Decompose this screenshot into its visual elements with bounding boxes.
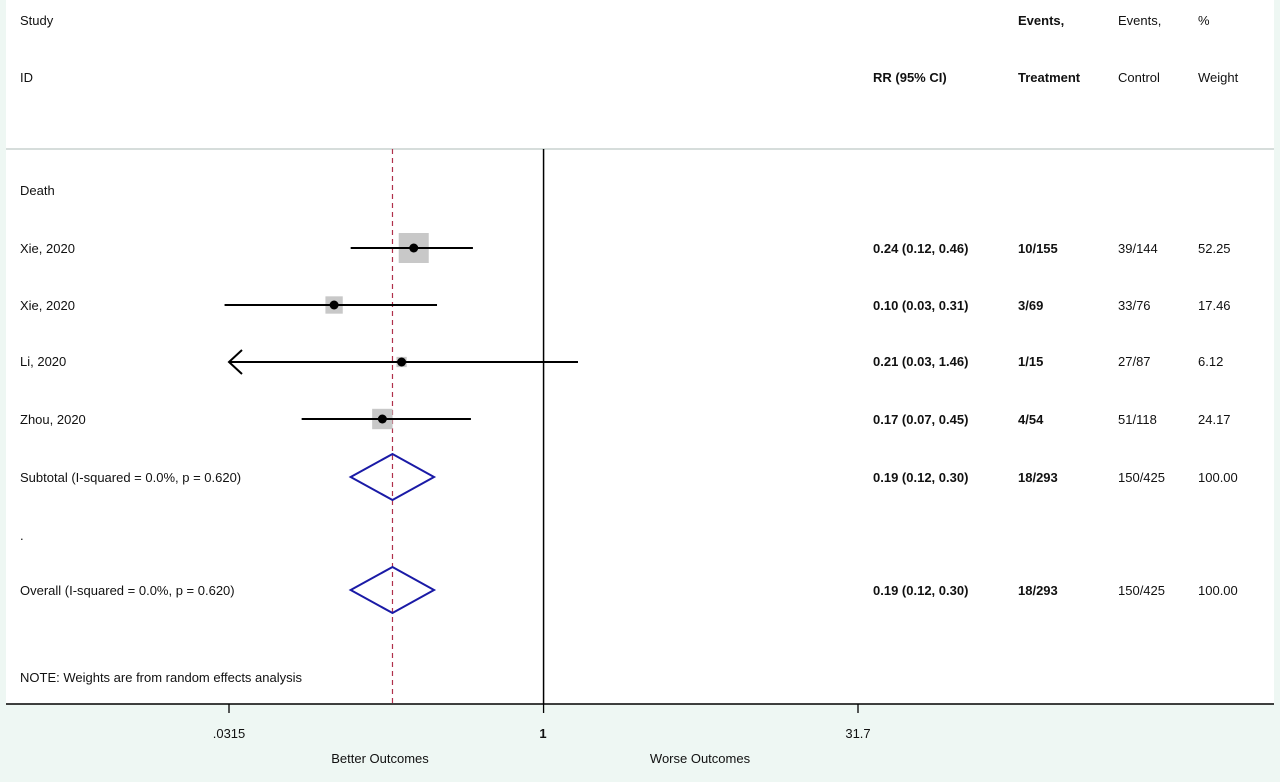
header-events-control-1: Events,: [1118, 13, 1162, 28]
header-events-treatment-2: Treatment: [1018, 70, 1081, 85]
study-label: Li, 2020: [20, 354, 67, 369]
study-events-control: 51/118: [1118, 412, 1157, 427]
point-estimate: [397, 357, 407, 367]
study-label: Xie, 2020: [20, 298, 75, 313]
study-weight: 17.46: [1198, 298, 1231, 313]
study-ci: 0.17 (0.07, 0.45): [873, 412, 969, 427]
note: NOTE: Weights are from random effects an…: [20, 670, 303, 685]
study-ci: 0.21 (0.03, 1.46): [873, 354, 969, 369]
study-events-treatment: 10/155: [1018, 241, 1058, 256]
point-estimate: [329, 300, 339, 310]
plot-area: [6, 0, 1274, 704]
header-weight-2: Weight: [1198, 70, 1239, 85]
overall-events-control: 150/425: [1118, 583, 1165, 598]
header-rr: RR (95% CI): [873, 70, 947, 85]
study-events-control: 27/87: [1118, 354, 1151, 369]
tick-label: .0315: [212, 726, 246, 741]
subgroup-label: Death: [20, 183, 55, 198]
subtotal-diamond: [348, 452, 437, 502]
overall-ci: 0.19 (0.12, 0.30): [873, 583, 969, 598]
study-ci: 0.24 (0.12, 0.46): [873, 241, 969, 256]
subtotal-events-control: 150/425: [1118, 470, 1165, 485]
overall-label: Overall (I-squared = 0.0%, p = 0.620): [20, 583, 235, 598]
study-weight: 6.12: [1198, 354, 1224, 369]
ci-arrow-left: [227, 349, 243, 375]
overall-weight: 100.00: [1198, 583, 1238, 598]
header-events-treatment-1: Events,: [1018, 13, 1065, 28]
overall-events-treatment: 18/293: [1018, 583, 1058, 598]
header-id: ID: [20, 70, 33, 85]
study-ci: 0.10 (0.03, 0.31): [873, 298, 969, 313]
study-label: Xie, 2020: [20, 241, 75, 256]
subtotal-weight: 100.00: [1198, 470, 1238, 485]
study-weight: 24.17: [1198, 412, 1231, 427]
study-events-control: 39/144: [1118, 241, 1158, 256]
header-study: Study: [20, 13, 54, 28]
study-events-treatment: 3/69: [1018, 298, 1044, 313]
separator-dot: .: [20, 528, 24, 543]
study-weight: 52.25: [1198, 241, 1231, 256]
study-events-control: 33/76: [1118, 298, 1151, 313]
tick-label: 1: [539, 726, 547, 741]
study-label: Zhou, 2020: [20, 412, 86, 427]
overall-diamond: [348, 565, 437, 615]
subtotal-events-treatment: 18/293: [1018, 470, 1058, 485]
study-events-treatment: 4/54: [1018, 412, 1044, 427]
study-events-treatment: 1/15: [1018, 354, 1044, 369]
header-weight-1: %: [1198, 13, 1210, 28]
axis-label-worse: Worse Outcomes: [649, 751, 751, 766]
point-estimate: [409, 243, 419, 253]
axis-label-better: Better Outcomes: [331, 751, 429, 766]
header-events-control-2: Control: [1118, 70, 1160, 85]
subtotal-ci: 0.19 (0.12, 0.30): [873, 470, 969, 485]
subtotal-label: Subtotal (I-squared = 0.0%, p = 0.620): [20, 470, 242, 485]
point-estimate: [377, 414, 387, 424]
tick-label: 31.7: [845, 726, 871, 741]
